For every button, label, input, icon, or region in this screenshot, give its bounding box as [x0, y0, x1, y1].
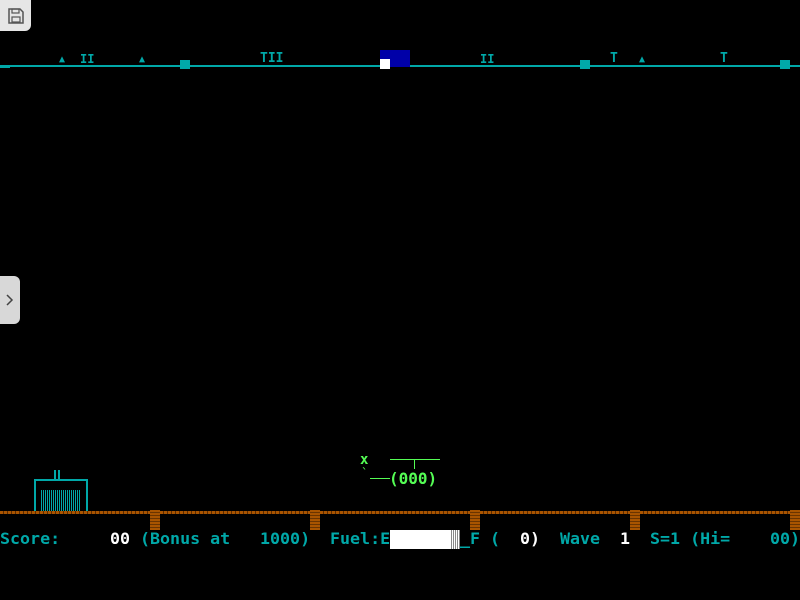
- home-base: [34, 470, 88, 511]
- helicopter-marker: x: [360, 452, 369, 468]
- ground-post: [790, 510, 800, 530]
- helicopter-body: (000): [389, 469, 438, 488]
- radar-tower-icon: ▲: [59, 54, 66, 65]
- radar-base-icon: [180, 60, 190, 69]
- wave-label: Wave: [560, 529, 601, 548]
- helicopter-mast: [414, 459, 415, 469]
- radar-marker: [0, 65, 10, 68]
- radar-enemy-icon: II: [80, 52, 95, 66]
- base-fuel-depot: [41, 490, 81, 511]
- floppy-disk-icon: [8, 8, 24, 24]
- ground-post: [310, 510, 320, 530]
- helicopter-tail: [370, 478, 390, 479]
- score-value: 00: [110, 529, 131, 548]
- radar-enemy-icon: T: [610, 51, 618, 66]
- base-antenna: [54, 470, 56, 480]
- bonus-value: 1000): [260, 529, 311, 548]
- save-button[interactable]: [0, 0, 31, 31]
- radar-base-icon: [780, 60, 790, 69]
- fuel-count: 0): [520, 529, 541, 548]
- chevron-right-icon: [6, 294, 14, 306]
- radar-player-icon: [380, 59, 390, 69]
- hi-score-value: 00): [770, 529, 800, 548]
- fuel-gauge: [390, 530, 460, 549]
- ground-post: [470, 510, 480, 530]
- radar-tower-icon: ▲: [639, 54, 646, 65]
- helicopter-tail-tip: `: [361, 466, 369, 480]
- wave-value: 1: [620, 529, 631, 548]
- radar-enemy-icon: T: [720, 51, 728, 66]
- fuel-label: Fuel:E: [330, 529, 391, 548]
- ground: [0, 511, 800, 514]
- score-label: Score:: [0, 529, 61, 548]
- radar-tower-icon: ▲: [139, 54, 146, 65]
- bonus-label: (Bonus at: [140, 529, 231, 548]
- helicopter-rotor: [390, 459, 440, 460]
- fuel-gauge-edge: [450, 530, 460, 549]
- radar-base-icon: [580, 60, 590, 69]
- radar-enemy-icon: TII: [260, 51, 284, 66]
- ships-hi-label: S=1 (Hi=: [650, 529, 731, 548]
- ground-post: [630, 510, 640, 530]
- fuel-gauge-fill: [390, 530, 453, 549]
- ground-post: [150, 510, 160, 530]
- fuel-paren: (: [490, 529, 501, 548]
- side-panel-toggle[interactable]: [0, 276, 20, 324]
- radar-enemy-icon: II: [480, 52, 495, 66]
- fuel-full-label: _F: [460, 529, 481, 548]
